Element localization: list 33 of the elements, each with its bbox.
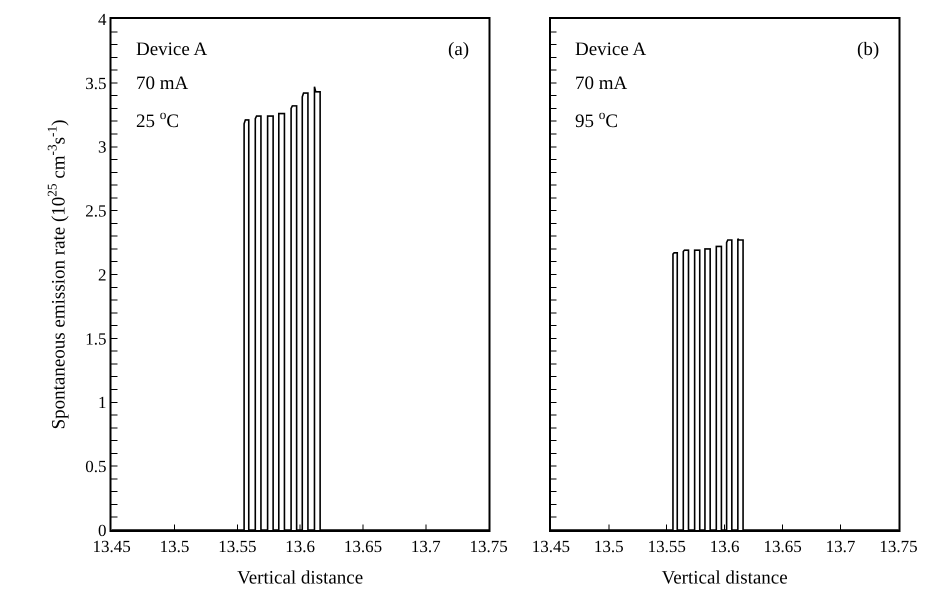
x-axis-title: Vertical distance xyxy=(237,567,364,588)
x-tick-label: 13.55 xyxy=(218,537,256,556)
x-tick-label: 13.65 xyxy=(344,537,382,556)
annotation: Device A xyxy=(575,39,646,60)
annotation: Device A xyxy=(136,39,208,60)
x-tick-label: 13.6 xyxy=(285,537,316,556)
y-tick-label: 0.5 xyxy=(85,457,107,476)
x-tick-label: 13.75 xyxy=(469,537,508,556)
x-tick-label: 13.75 xyxy=(879,537,918,556)
y-tick-label: 0 xyxy=(98,520,107,540)
annotation: (b) xyxy=(857,39,880,60)
y-tick-label: 2 xyxy=(98,265,107,284)
annotation: 95 $^{o}$C xyxy=(575,107,618,132)
annotation: (a) xyxy=(448,39,470,60)
annotation: 70 mA xyxy=(575,73,628,94)
x-tick-label: 13.5 xyxy=(594,537,624,556)
y-tick-label: 4 xyxy=(98,10,108,29)
x-tick-label: 13.7 xyxy=(410,537,442,556)
x-tick-label: 13.65 xyxy=(763,537,802,556)
x-tick-label: 13.5 xyxy=(160,537,190,556)
y-tick-label: 1.5 xyxy=(85,329,107,348)
x-tick-label: 13.6 xyxy=(710,537,740,556)
y-tick-label: 3.5 xyxy=(85,74,107,93)
y-tick-label: 1 xyxy=(98,393,107,412)
x-tick-label: 13.7 xyxy=(826,537,856,556)
y-tick-label: 2.5 xyxy=(85,202,107,221)
x-tick-label: 13.45 xyxy=(92,537,131,556)
x-tick-label: 13.55 xyxy=(648,537,686,556)
y-tick-label: 3 xyxy=(98,138,107,157)
x-axis-title: Vertical distance xyxy=(662,567,788,588)
annotation: 70 mA xyxy=(136,73,189,94)
x-tick-label: 13.45 xyxy=(532,537,570,556)
annotation: 25 $^{o}$C xyxy=(136,107,180,132)
